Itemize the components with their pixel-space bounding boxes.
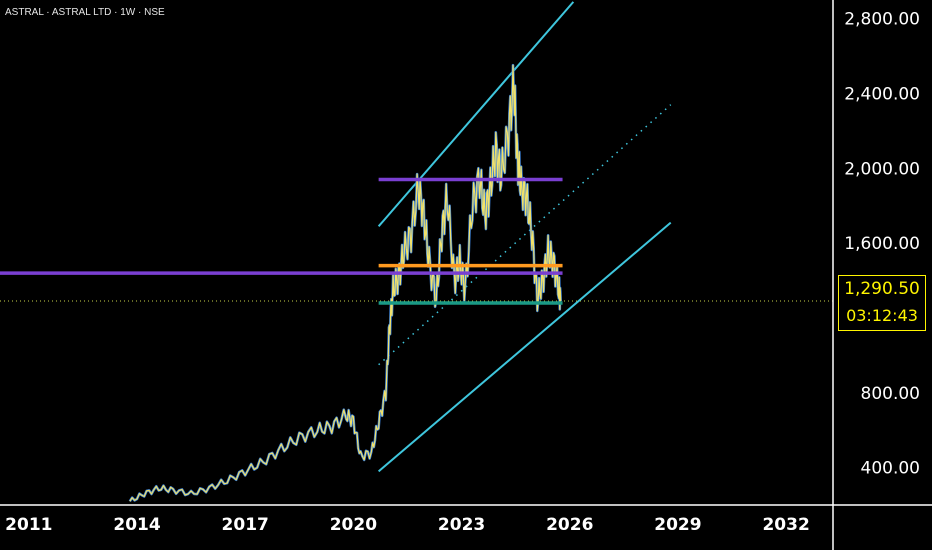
bar-countdown-label: 03:12:43: [838, 301, 926, 331]
x-tick-label: 2026: [546, 515, 593, 535]
last-price-label: 1,290.50: [838, 275, 926, 301]
x-tick-label: 2014: [113, 515, 160, 535]
y-tick-label: 800.00: [861, 384, 920, 404]
x-tick-label: 2023: [438, 515, 485, 535]
price-series-0: [129, 64, 562, 502]
y-tick-label: 2,000.00: [844, 159, 920, 179]
channel-line-0: [377, 1, 575, 227]
y-tick-label: 400.00: [861, 459, 920, 479]
x-tick-label: 2020: [330, 515, 377, 535]
x-tick-label: 2011: [5, 515, 52, 535]
plot-area[interactable]: [0, 1, 833, 503]
x-tick-label: 2029: [654, 515, 701, 535]
x-tick-label: 2032: [762, 515, 809, 535]
channel-line-1: [378, 104, 672, 366]
y-tick-label: 2,800.00: [844, 10, 920, 30]
y-tick-label: 2,400.00: [844, 85, 920, 105]
y-tick-label: 1,600.00: [844, 234, 920, 254]
channel-line-2: [377, 221, 672, 473]
price-series-shadow-0: [128, 63, 562, 503]
x-tick-label: 2017: [222, 515, 269, 535]
symbol-title: ASTRAL · ASTRAL LTD · 1W · NSE: [5, 7, 165, 18]
